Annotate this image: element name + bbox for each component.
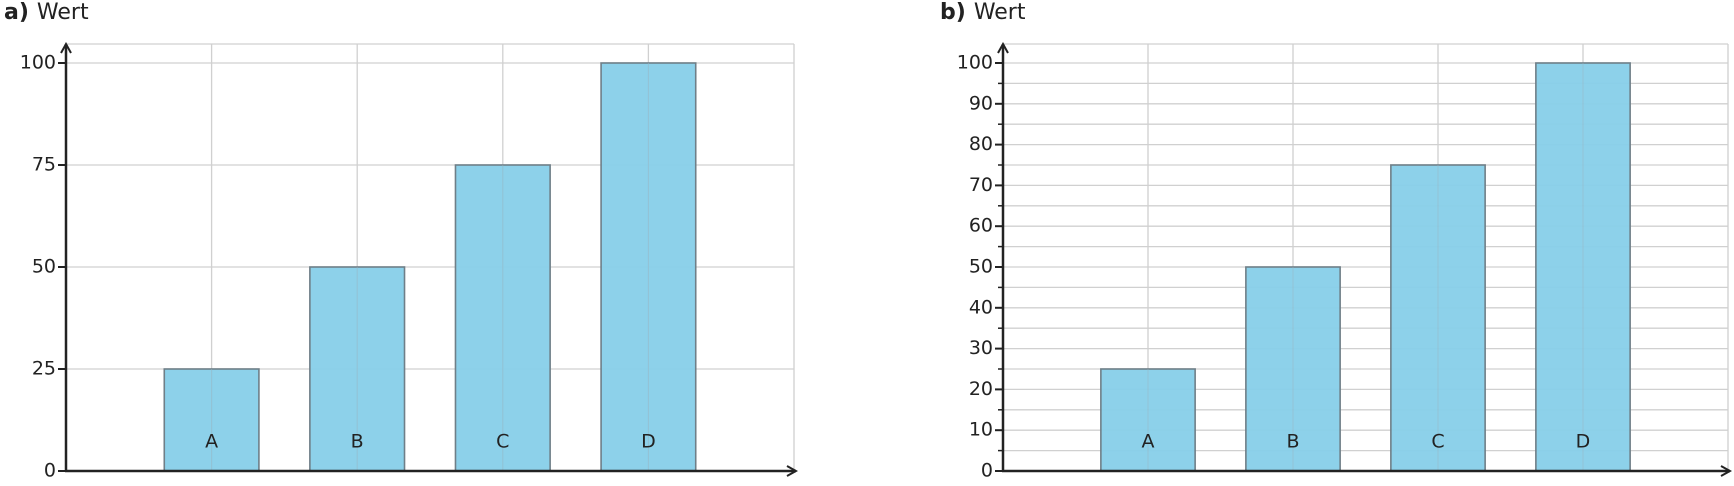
y-tick-label: 70 xyxy=(969,174,993,196)
category-label: C xyxy=(1431,431,1444,453)
y-tick-label: 60 xyxy=(969,215,993,237)
y-tick-label: 90 xyxy=(969,92,993,114)
panel-title: a) Wert xyxy=(4,0,89,25)
category-label: B xyxy=(1286,431,1299,453)
category-label: A xyxy=(1142,431,1155,453)
y-tick-label: 40 xyxy=(969,296,993,318)
y-tick-label: 100 xyxy=(20,52,56,74)
y-tick-label: 50 xyxy=(32,256,56,278)
y-axis-label: Wert xyxy=(37,0,89,25)
y-tick-label: 25 xyxy=(32,358,56,380)
y-tick-label: 75 xyxy=(32,154,56,176)
category-label: B xyxy=(351,431,364,453)
category-label: C xyxy=(496,431,509,453)
panel-label: b) xyxy=(940,0,966,25)
y-tick-label: 100 xyxy=(957,52,993,74)
panel-title: b) Wert xyxy=(940,0,1026,25)
y-tick-label: 0 xyxy=(981,460,993,482)
category-label: A xyxy=(205,431,218,453)
y-tick-label: 20 xyxy=(969,378,993,400)
y-tick-label: 50 xyxy=(969,256,993,278)
panel-label: a) xyxy=(4,0,29,25)
y-axis-label: Wert xyxy=(974,0,1026,25)
category-label: D xyxy=(1576,431,1591,453)
category-label: D xyxy=(641,431,656,453)
y-tick-label: 10 xyxy=(969,419,993,441)
y-tick-label: 30 xyxy=(969,337,993,359)
y-tick-label: 80 xyxy=(969,133,993,155)
y-tick-label: 0 xyxy=(44,460,56,482)
